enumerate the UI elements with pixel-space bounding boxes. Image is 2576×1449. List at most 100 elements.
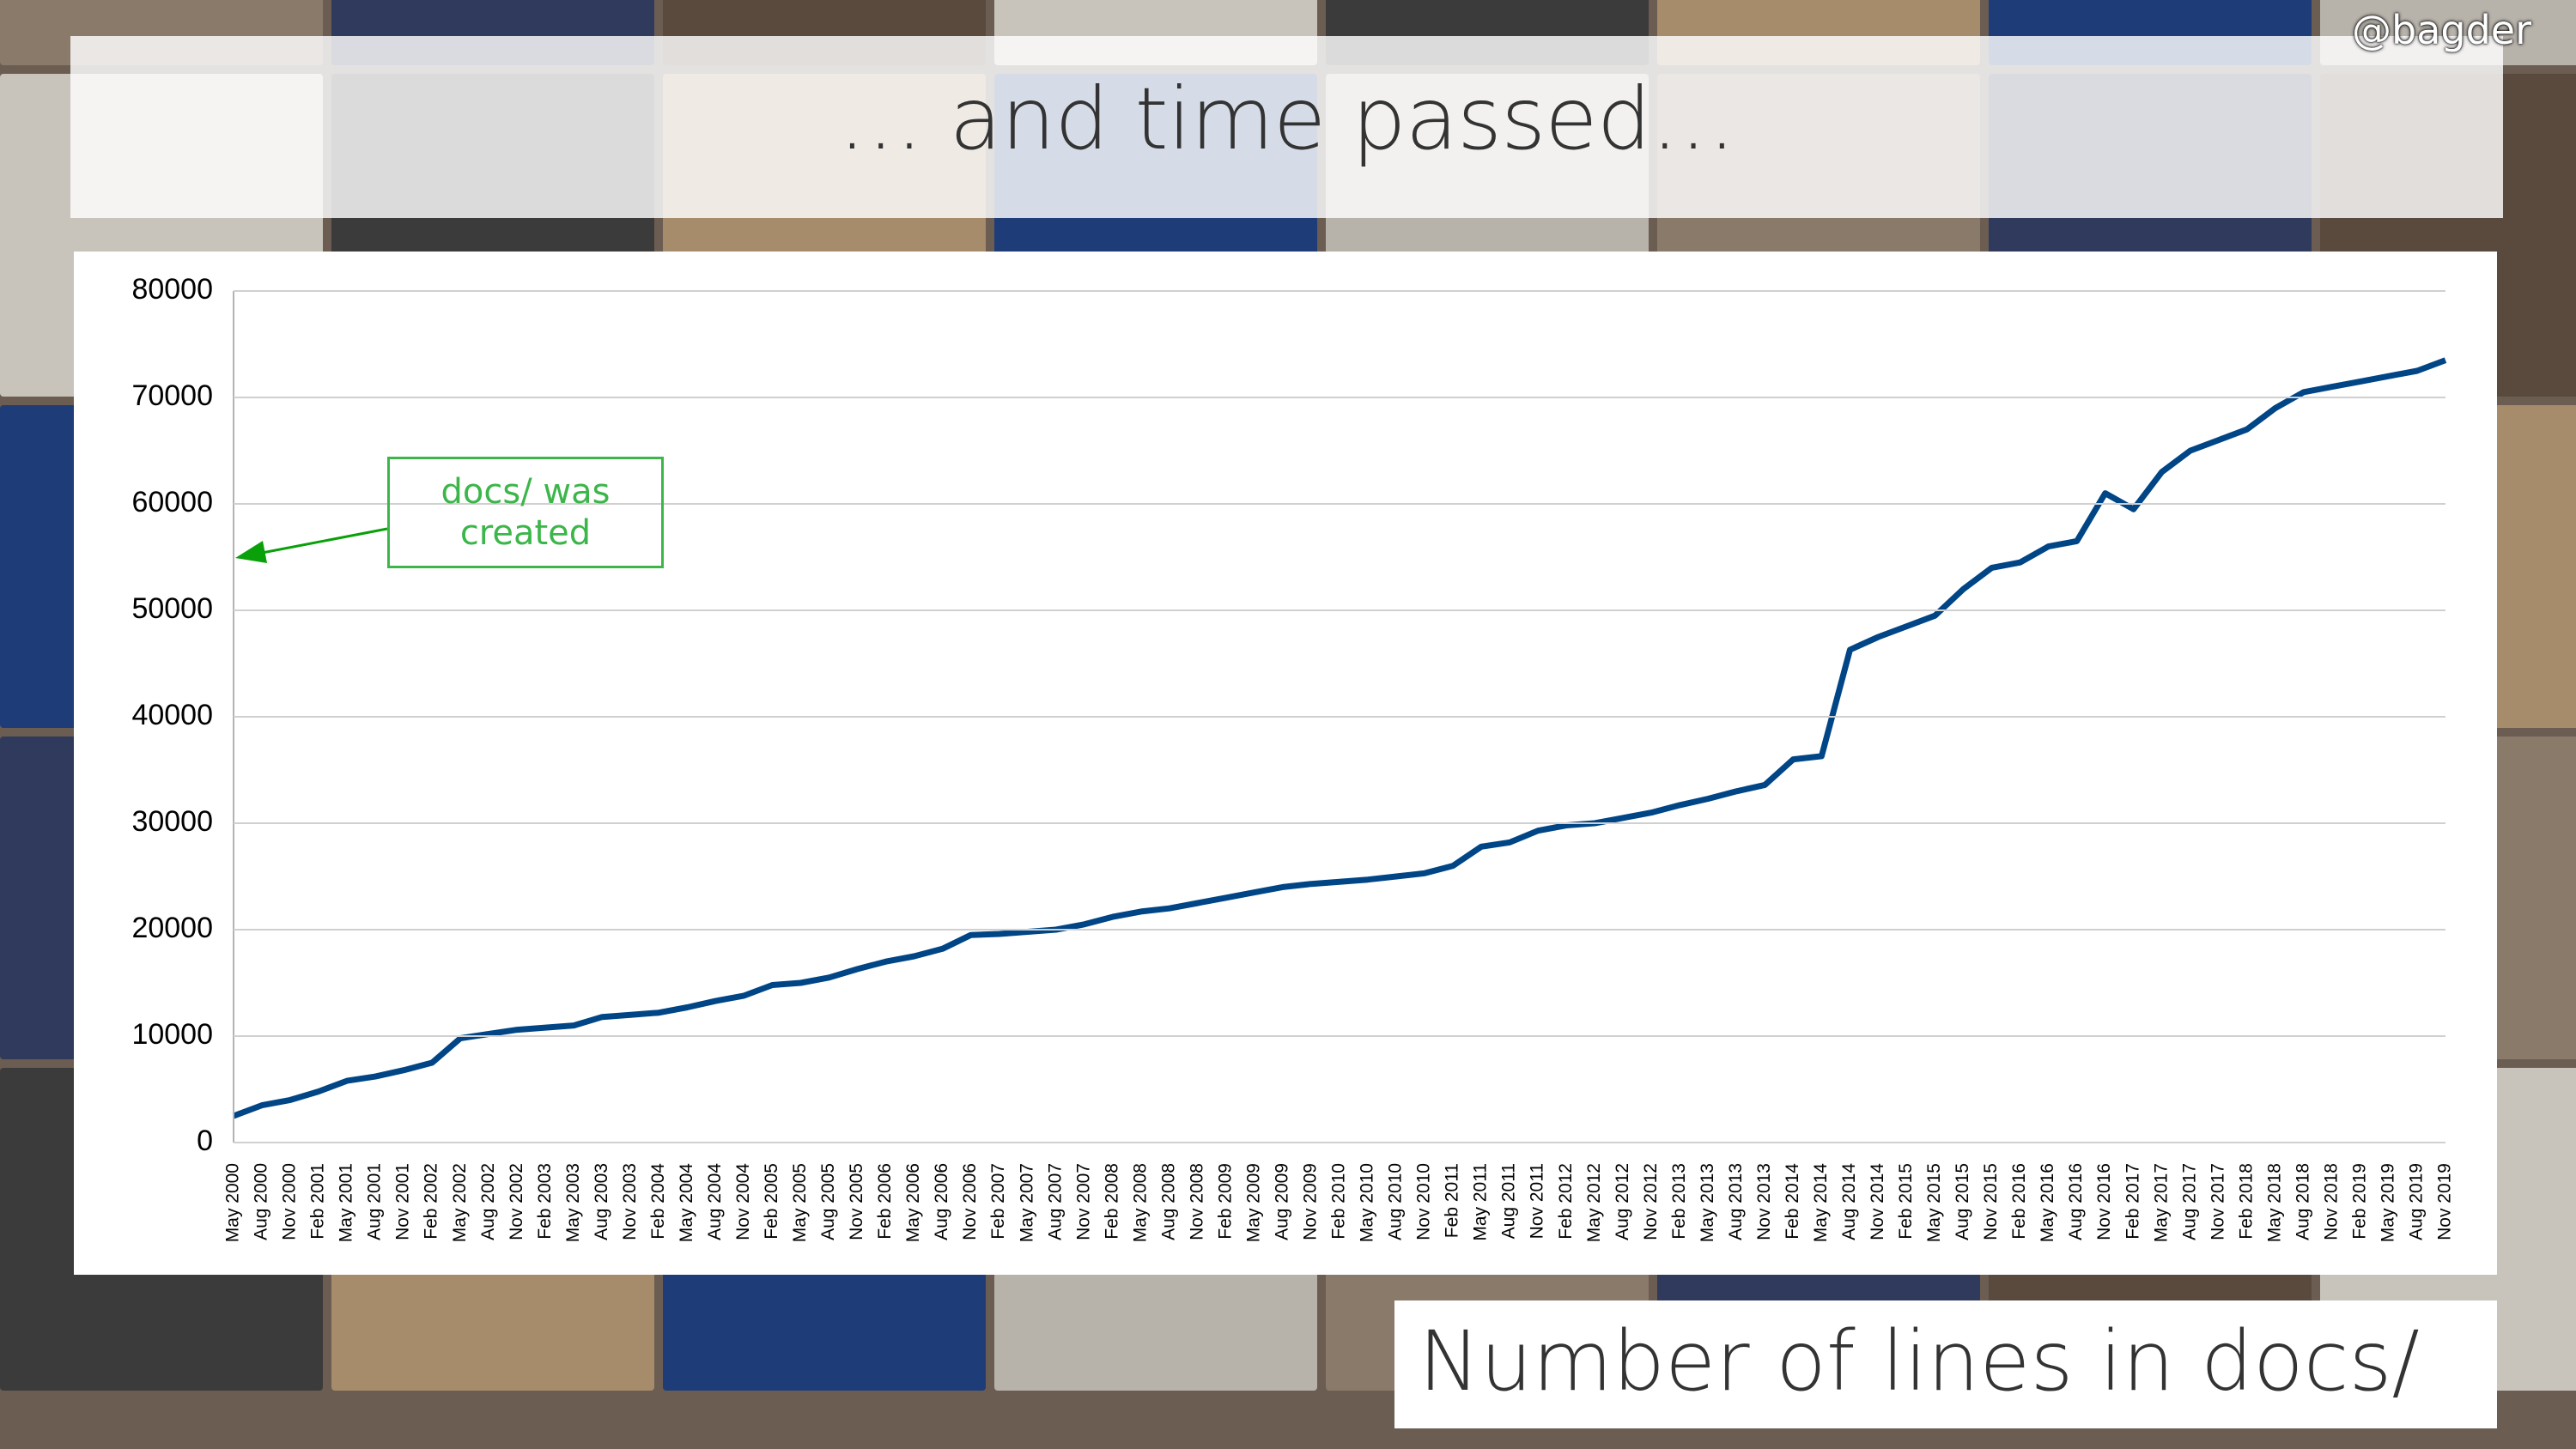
x-tick-label: Nov 2011 bbox=[1528, 1163, 1547, 1239]
y-tick-label: 50000 bbox=[131, 592, 213, 625]
x-tick-label: Feb 2012 bbox=[1556, 1163, 1576, 1240]
y-tick-label: 0 bbox=[197, 1125, 213, 1157]
x-tick-label: May 2003 bbox=[563, 1163, 583, 1242]
x-tick-label: Nov 2010 bbox=[1414, 1163, 1434, 1240]
x-tick-label: Feb 2007 bbox=[988, 1163, 1008, 1240]
x-tick-label: Nov 2008 bbox=[1187, 1163, 1206, 1240]
x-tick-label: Nov 2006 bbox=[960, 1163, 980, 1240]
x-tick-label: Nov 2013 bbox=[1754, 1163, 1774, 1240]
x-tick-label: May 2010 bbox=[1358, 1163, 1377, 1242]
x-tick-label: Nov 2001 bbox=[393, 1163, 413, 1240]
x-tick-label: Feb 2002 bbox=[422, 1163, 441, 1240]
x-tick-label: Nov 2012 bbox=[1641, 1163, 1661, 1240]
x-tick-label: May 2013 bbox=[1698, 1163, 1717, 1242]
x-tick-label: May 2012 bbox=[1584, 1163, 1604, 1242]
x-tick-label: Aug 2007 bbox=[1045, 1163, 1065, 1240]
x-tick-label: Feb 2004 bbox=[648, 1163, 668, 1240]
x-tick-label: Aug 2017 bbox=[2179, 1163, 2199, 1240]
x-tick-label: Nov 2007 bbox=[1073, 1163, 1093, 1240]
x-tick-label: Aug 2014 bbox=[1839, 1163, 1859, 1240]
x-tick-label: May 2006 bbox=[903, 1163, 923, 1242]
x-tick-label: Aug 2013 bbox=[1726, 1163, 1746, 1240]
arrow-head bbox=[235, 541, 267, 563]
x-tick-label: Feb 2005 bbox=[762, 1163, 781, 1240]
slide-title: … and time passed… bbox=[837, 69, 1736, 169]
x-tick-label: May 2015 bbox=[1924, 1163, 1944, 1242]
x-tick-label: Aug 2012 bbox=[1613, 1163, 1632, 1240]
x-tick-label: Feb 2016 bbox=[2009, 1163, 2029, 1240]
x-tick-label: May 2019 bbox=[2378, 1163, 2397, 1242]
handle: @bagder bbox=[2352, 7, 2531, 53]
x-tick-label: May 2004 bbox=[677, 1163, 696, 1243]
x-tick-label: Feb 2001 bbox=[308, 1163, 328, 1240]
x-tick-label: Feb 2019 bbox=[2349, 1163, 2369, 1240]
x-tick-label: Aug 2009 bbox=[1272, 1163, 1291, 1240]
x-tick-label: Nov 2019 bbox=[2435, 1163, 2455, 1240]
x-tick-label: Nov 2015 bbox=[1981, 1163, 2001, 1240]
x-tick-label: May 2016 bbox=[2038, 1163, 2057, 1242]
x-tick-label: May 2001 bbox=[337, 1163, 356, 1242]
x-tick-label: Feb 2013 bbox=[1669, 1163, 1689, 1240]
y-tick-label: 80000 bbox=[131, 273, 213, 306]
x-tick-label: Feb 2011 bbox=[1443, 1163, 1462, 1238]
x-tick-label: May 2005 bbox=[790, 1163, 810, 1242]
x-tick-label: Nov 2004 bbox=[733, 1163, 753, 1240]
x-tick-label: Nov 2005 bbox=[847, 1163, 866, 1240]
x-tick-label: Nov 2014 bbox=[1868, 1163, 1887, 1240]
x-tick-label: Nov 2003 bbox=[620, 1163, 640, 1240]
x-tick-label: Feb 2008 bbox=[1102, 1163, 1121, 1240]
x-tick-label: Feb 2009 bbox=[1215, 1163, 1235, 1240]
y-tick-label: 70000 bbox=[131, 379, 213, 412]
caption-box bbox=[1394, 1300, 2497, 1428]
x-tick-label: Aug 2005 bbox=[818, 1163, 838, 1240]
x-tick-label: Feb 2015 bbox=[1896, 1163, 1916, 1240]
x-tick-label: Aug 2002 bbox=[478, 1163, 498, 1240]
y-tick-label: 20000 bbox=[131, 912, 213, 944]
y-tick-label: 10000 bbox=[131, 1018, 213, 1051]
x-tick-label: Aug 2016 bbox=[2066, 1163, 2086, 1240]
x-tick-label: May 2014 bbox=[1811, 1163, 1831, 1243]
annotation: docs/ was created bbox=[387, 457, 664, 568]
x-tick-label: Nov 2018 bbox=[2321, 1163, 2341, 1240]
y-tick-label: 60000 bbox=[131, 486, 213, 518]
x-tick-label: Aug 2003 bbox=[592, 1163, 611, 1240]
x-tick-label: Nov 2016 bbox=[2094, 1163, 2114, 1240]
x-tick-label: Feb 2018 bbox=[2236, 1163, 2256, 1240]
x-tick-label: May 2007 bbox=[1017, 1163, 1036, 1242]
x-tick-label: Feb 2003 bbox=[535, 1163, 555, 1240]
x-tick-label: Nov 2009 bbox=[1301, 1163, 1321, 1240]
x-tick-label: May 2017 bbox=[2151, 1163, 2171, 1242]
data-line bbox=[232, 357, 2447, 1119]
x-tick-label: Feb 2010 bbox=[1329, 1163, 1349, 1240]
x-tick-label: Aug 2001 bbox=[365, 1163, 385, 1240]
x-tick-label: Feb 2017 bbox=[2123, 1163, 2142, 1240]
x-tick-label: Aug 2004 bbox=[705, 1163, 725, 1240]
x-tick-label: Aug 2015 bbox=[1953, 1163, 1972, 1240]
x-tick-label: Aug 2018 bbox=[2293, 1163, 2312, 1240]
x-tick-label: Aug 2008 bbox=[1158, 1163, 1178, 1240]
caption: Number of lines in docs/ bbox=[1419, 1313, 2420, 1410]
x-tick-label: Nov 2002 bbox=[507, 1163, 526, 1240]
x-tick-label: Feb 2014 bbox=[1783, 1163, 1802, 1240]
x-tick-label: Aug 2011 bbox=[1499, 1163, 1519, 1239]
y-tick-label: 40000 bbox=[131, 699, 213, 731]
x-tick-label: Aug 2000 bbox=[252, 1163, 271, 1240]
x-tick-label: May 2002 bbox=[450, 1163, 470, 1242]
x-tick-label: Feb 2006 bbox=[875, 1163, 895, 1240]
y-tick-label: 30000 bbox=[131, 805, 213, 838]
x-tick-label: Aug 2019 bbox=[2407, 1163, 2427, 1240]
chart-box bbox=[74, 252, 2497, 1275]
annotation-arrow bbox=[257, 527, 388, 555]
x-tick-label: May 2008 bbox=[1130, 1163, 1150, 1242]
x-tick-label: May 2009 bbox=[1243, 1163, 1263, 1242]
x-tick-label: Aug 2010 bbox=[1386, 1163, 1406, 1240]
title-band bbox=[70, 36, 2503, 218]
x-tick-label: May 2018 bbox=[2264, 1163, 2284, 1242]
x-tick-label: May 2011 bbox=[1471, 1163, 1491, 1241]
x-tick-label: May 2000 bbox=[223, 1163, 243, 1242]
x-tick-label: Nov 2017 bbox=[2208, 1163, 2227, 1240]
x-tick-label: Aug 2006 bbox=[932, 1163, 951, 1240]
x-tick-label: Nov 2000 bbox=[280, 1163, 300, 1240]
